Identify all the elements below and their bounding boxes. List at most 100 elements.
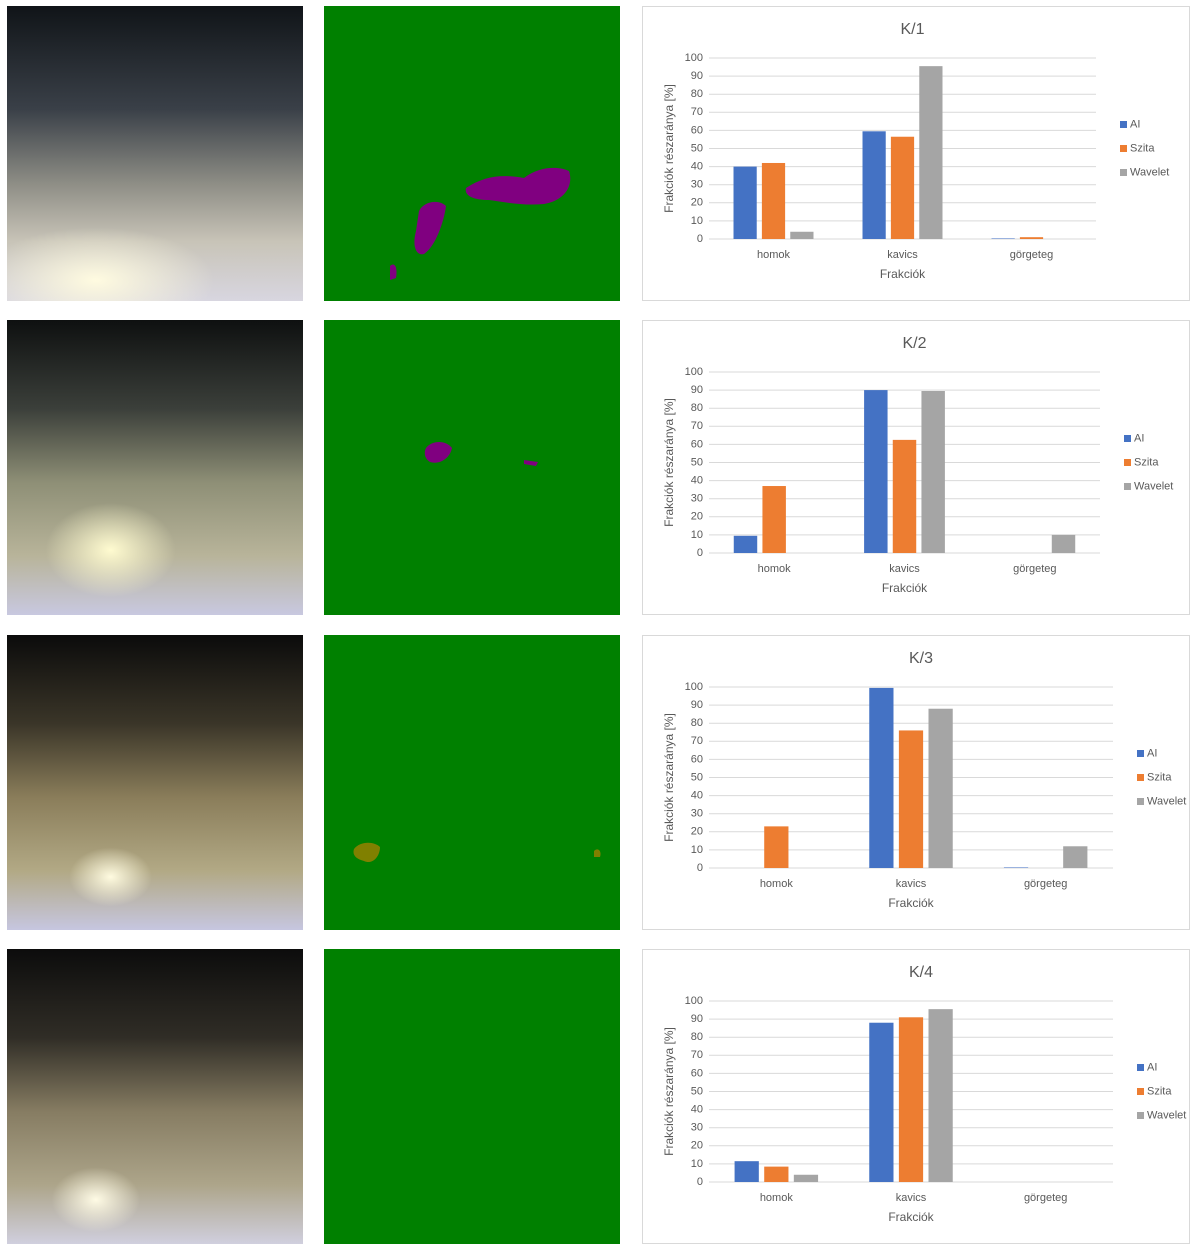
x-axis-label: Frakciók	[880, 267, 926, 281]
y-tick-label: 20	[691, 1140, 703, 1152]
legend-swatch	[1124, 483, 1131, 490]
x-tick-label: kavics	[889, 563, 920, 575]
segment-blob	[353, 843, 600, 862]
legend-swatch	[1120, 121, 1127, 128]
bar	[899, 1017, 923, 1182]
y-tick-label: 60	[691, 124, 703, 136]
chart-title: K/2	[902, 335, 926, 352]
y-tick-label: 20	[691, 826, 703, 838]
y-tick-label: 60	[691, 1067, 703, 1079]
bar	[762, 486, 785, 553]
y-tick-label: 50	[691, 142, 703, 154]
y-tick-label: 100	[685, 52, 703, 64]
y-tick-label: 0	[697, 547, 703, 559]
y-tick-label: 40	[691, 475, 703, 487]
bar	[929, 1009, 953, 1182]
x-tick-label: görgeteg	[1024, 878, 1067, 890]
chart-title: K/4	[909, 964, 933, 981]
x-tick-label: homok	[757, 249, 791, 261]
y-tick-label: 30	[691, 1122, 703, 1134]
y-tick-label: 80	[691, 1031, 703, 1043]
bar	[992, 238, 1015, 239]
x-axis-label: Frakciók	[882, 581, 928, 595]
y-tick-label: 30	[691, 179, 703, 191]
bar	[921, 391, 944, 553]
page: K/10102030405060708090100Frakciók részar…	[0, 0, 1194, 1238]
x-tick-label: görgeteg	[1010, 249, 1053, 261]
x-tick-label: kavics	[896, 878, 927, 890]
segmentation-map	[324, 6, 620, 301]
bar	[790, 232, 813, 239]
legend-label: Szita	[1147, 771, 1172, 783]
y-axis-label: Frakciók részaránya [%]	[662, 398, 676, 527]
bar	[734, 167, 757, 239]
y-tick-label: 0	[697, 1176, 703, 1188]
bar	[1004, 867, 1028, 868]
legend-swatch	[1137, 750, 1144, 757]
y-tick-label: 90	[691, 70, 703, 82]
x-tick-label: homok	[758, 563, 792, 575]
y-axis-label: Frakciók részaránya [%]	[662, 713, 676, 842]
y-tick-label: 80	[691, 402, 703, 414]
y-tick-label: 50	[691, 456, 703, 468]
photo	[7, 6, 303, 301]
bar	[735, 1161, 759, 1182]
y-tick-label: 0	[697, 233, 703, 245]
legend-label: Szita	[1130, 142, 1155, 154]
x-axis-label: Frakciók	[888, 896, 934, 910]
legend-label: Szita	[1147, 1085, 1172, 1097]
y-tick-label: 90	[691, 384, 703, 396]
bar	[863, 131, 886, 239]
y-axis-label: Frakciók részaránya [%]	[662, 1027, 676, 1156]
bar	[891, 137, 914, 239]
bar	[794, 1175, 818, 1182]
y-tick-label: 90	[691, 699, 703, 711]
y-tick-label: 70	[691, 735, 703, 747]
bar	[919, 66, 942, 239]
y-tick-label: 90	[691, 1013, 703, 1025]
segmentation-map	[324, 949, 620, 1244]
y-tick-label: 20	[691, 197, 703, 209]
y-tick-label: 0	[697, 862, 703, 874]
legend-label: AI	[1147, 1061, 1157, 1073]
legend-label: AI	[1134, 432, 1144, 444]
photo	[7, 320, 303, 615]
x-tick-label: görgeteg	[1024, 1192, 1067, 1204]
y-tick-label: 40	[691, 161, 703, 173]
y-tick-label: 40	[691, 790, 703, 802]
x-tick-label: homok	[760, 878, 794, 890]
legend-swatch	[1124, 435, 1131, 442]
bar	[762, 163, 785, 239]
y-tick-label: 10	[691, 1158, 703, 1170]
y-tick-label: 30	[691, 493, 703, 505]
segment-blob	[390, 168, 570, 280]
segmentation-map	[324, 320, 620, 615]
legend-swatch	[1137, 798, 1144, 805]
legend-label: Szita	[1134, 456, 1159, 468]
segmentation-map	[324, 635, 620, 930]
bar	[893, 440, 916, 553]
legend-label: Wavelet	[1134, 480, 1173, 492]
segmentation-svg	[324, 635, 620, 930]
y-tick-label: 80	[691, 88, 703, 100]
y-tick-label: 80	[691, 717, 703, 729]
legend-label: Wavelet	[1147, 795, 1186, 807]
y-tick-label: 10	[691, 844, 703, 856]
y-tick-label: 50	[691, 771, 703, 783]
photo	[7, 949, 303, 1244]
legend-swatch	[1120, 169, 1127, 176]
chart-title: K/3	[909, 650, 933, 667]
y-tick-label: 70	[691, 420, 703, 432]
y-tick-label: 30	[691, 808, 703, 820]
y-tick-label: 70	[691, 1049, 703, 1061]
x-axis-label: Frakciók	[888, 1210, 934, 1224]
y-tick-label: 10	[691, 215, 703, 227]
y-tick-label: 50	[691, 1085, 703, 1097]
y-tick-label: 40	[691, 1104, 703, 1116]
